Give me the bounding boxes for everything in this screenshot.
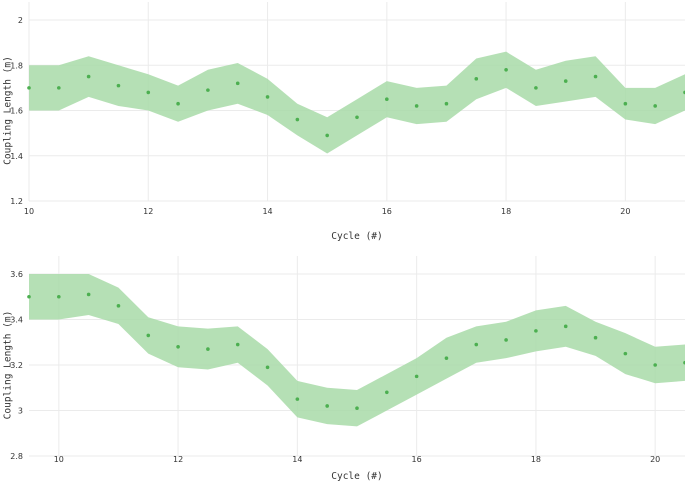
data-point [295, 397, 300, 401]
x-tick-label: 14 [262, 207, 272, 216]
x-tick-label: 10 [24, 207, 34, 216]
x-tick-label: 16 [412, 455, 422, 464]
data-point [623, 351, 628, 356]
data-point [414, 104, 419, 108]
y-tick-label: 3.4 [10, 316, 23, 325]
data-point [295, 117, 300, 122]
data-point [414, 374, 419, 379]
x-tick-label: 18 [531, 455, 541, 464]
data-point [27, 86, 31, 90]
x-tick-label: 20 [620, 207, 630, 216]
data-point [355, 406, 359, 411]
data-point [86, 292, 91, 297]
data-point [623, 101, 628, 106]
data-point [504, 338, 508, 342]
x-tick-label: 14 [292, 455, 302, 464]
y-tick-label: 1.6 [10, 107, 23, 116]
data-point [385, 390, 389, 395]
x-tick-label: 12 [143, 207, 153, 216]
data-point [265, 365, 270, 370]
y-tick-label: 3 [18, 407, 23, 416]
data-point [265, 95, 270, 99]
data-point [27, 294, 31, 299]
x-tick-label: 16 [382, 207, 392, 216]
y-tick-label: 1.8 [10, 61, 23, 70]
data-point [563, 79, 568, 83]
data-point [593, 335, 598, 340]
data-point [504, 67, 508, 72]
data-point [325, 133, 329, 138]
data-point [206, 347, 210, 351]
data-point [146, 90, 151, 95]
y-axis-title: Coupling Length (m) [3, 311, 14, 420]
y-tick-label: 2 [18, 16, 23, 25]
y-tick-label: 1.4 [10, 152, 23, 161]
data-point [444, 356, 449, 360]
data-point [235, 81, 240, 86]
data-point [474, 342, 479, 347]
data-point [57, 294, 61, 299]
y-axis-title: Coupling Length (m) [3, 56, 14, 165]
data-point [653, 104, 657, 108]
data-point [534, 329, 538, 333]
data-point [474, 77, 479, 81]
confidence-band [29, 274, 685, 427]
data-point [444, 101, 449, 106]
data-point [534, 86, 538, 90]
confidence-band [29, 51, 685, 154]
data-point [355, 115, 359, 120]
data-point [116, 83, 121, 88]
y-tick-label: 3.2 [10, 361, 23, 370]
data-point [563, 324, 568, 329]
data-point [593, 74, 598, 79]
data-point [57, 86, 61, 90]
chart-bottom: 10 12 14 16 18 20 2.8 3 3.2 3.4 3.6 Cycle (#) Coupli… [3, 256, 685, 482]
y-tick-label: 1.2 [10, 197, 23, 206]
data-point [235, 342, 240, 347]
data-point [385, 97, 389, 101]
data-point [176, 345, 180, 349]
y-tick-label: 3.6 [10, 270, 23, 279]
chart-top: 10 12 14 16 18 20 1.2 1.4 1.6 1.8 2 Cycle (#) Coupli… [3, 2, 685, 242]
x-axis-title: Cycle (#) [331, 231, 382, 242]
x-tick-label: 12 [173, 455, 183, 464]
data-point [146, 333, 151, 338]
data-point [176, 101, 180, 106]
x-axis-title: Cycle (#) [331, 471, 382, 482]
data-point [325, 404, 329, 408]
y-tick-label: 2.8 [10, 452, 23, 461]
x-tick-label: 10 [54, 455, 64, 464]
data-point [86, 74, 91, 79]
data-point [116, 304, 121, 308]
x-tick-label: 20 [650, 455, 660, 464]
data-point [653, 363, 657, 367]
x-tick-label: 18 [501, 207, 511, 216]
data-point [206, 88, 210, 92]
